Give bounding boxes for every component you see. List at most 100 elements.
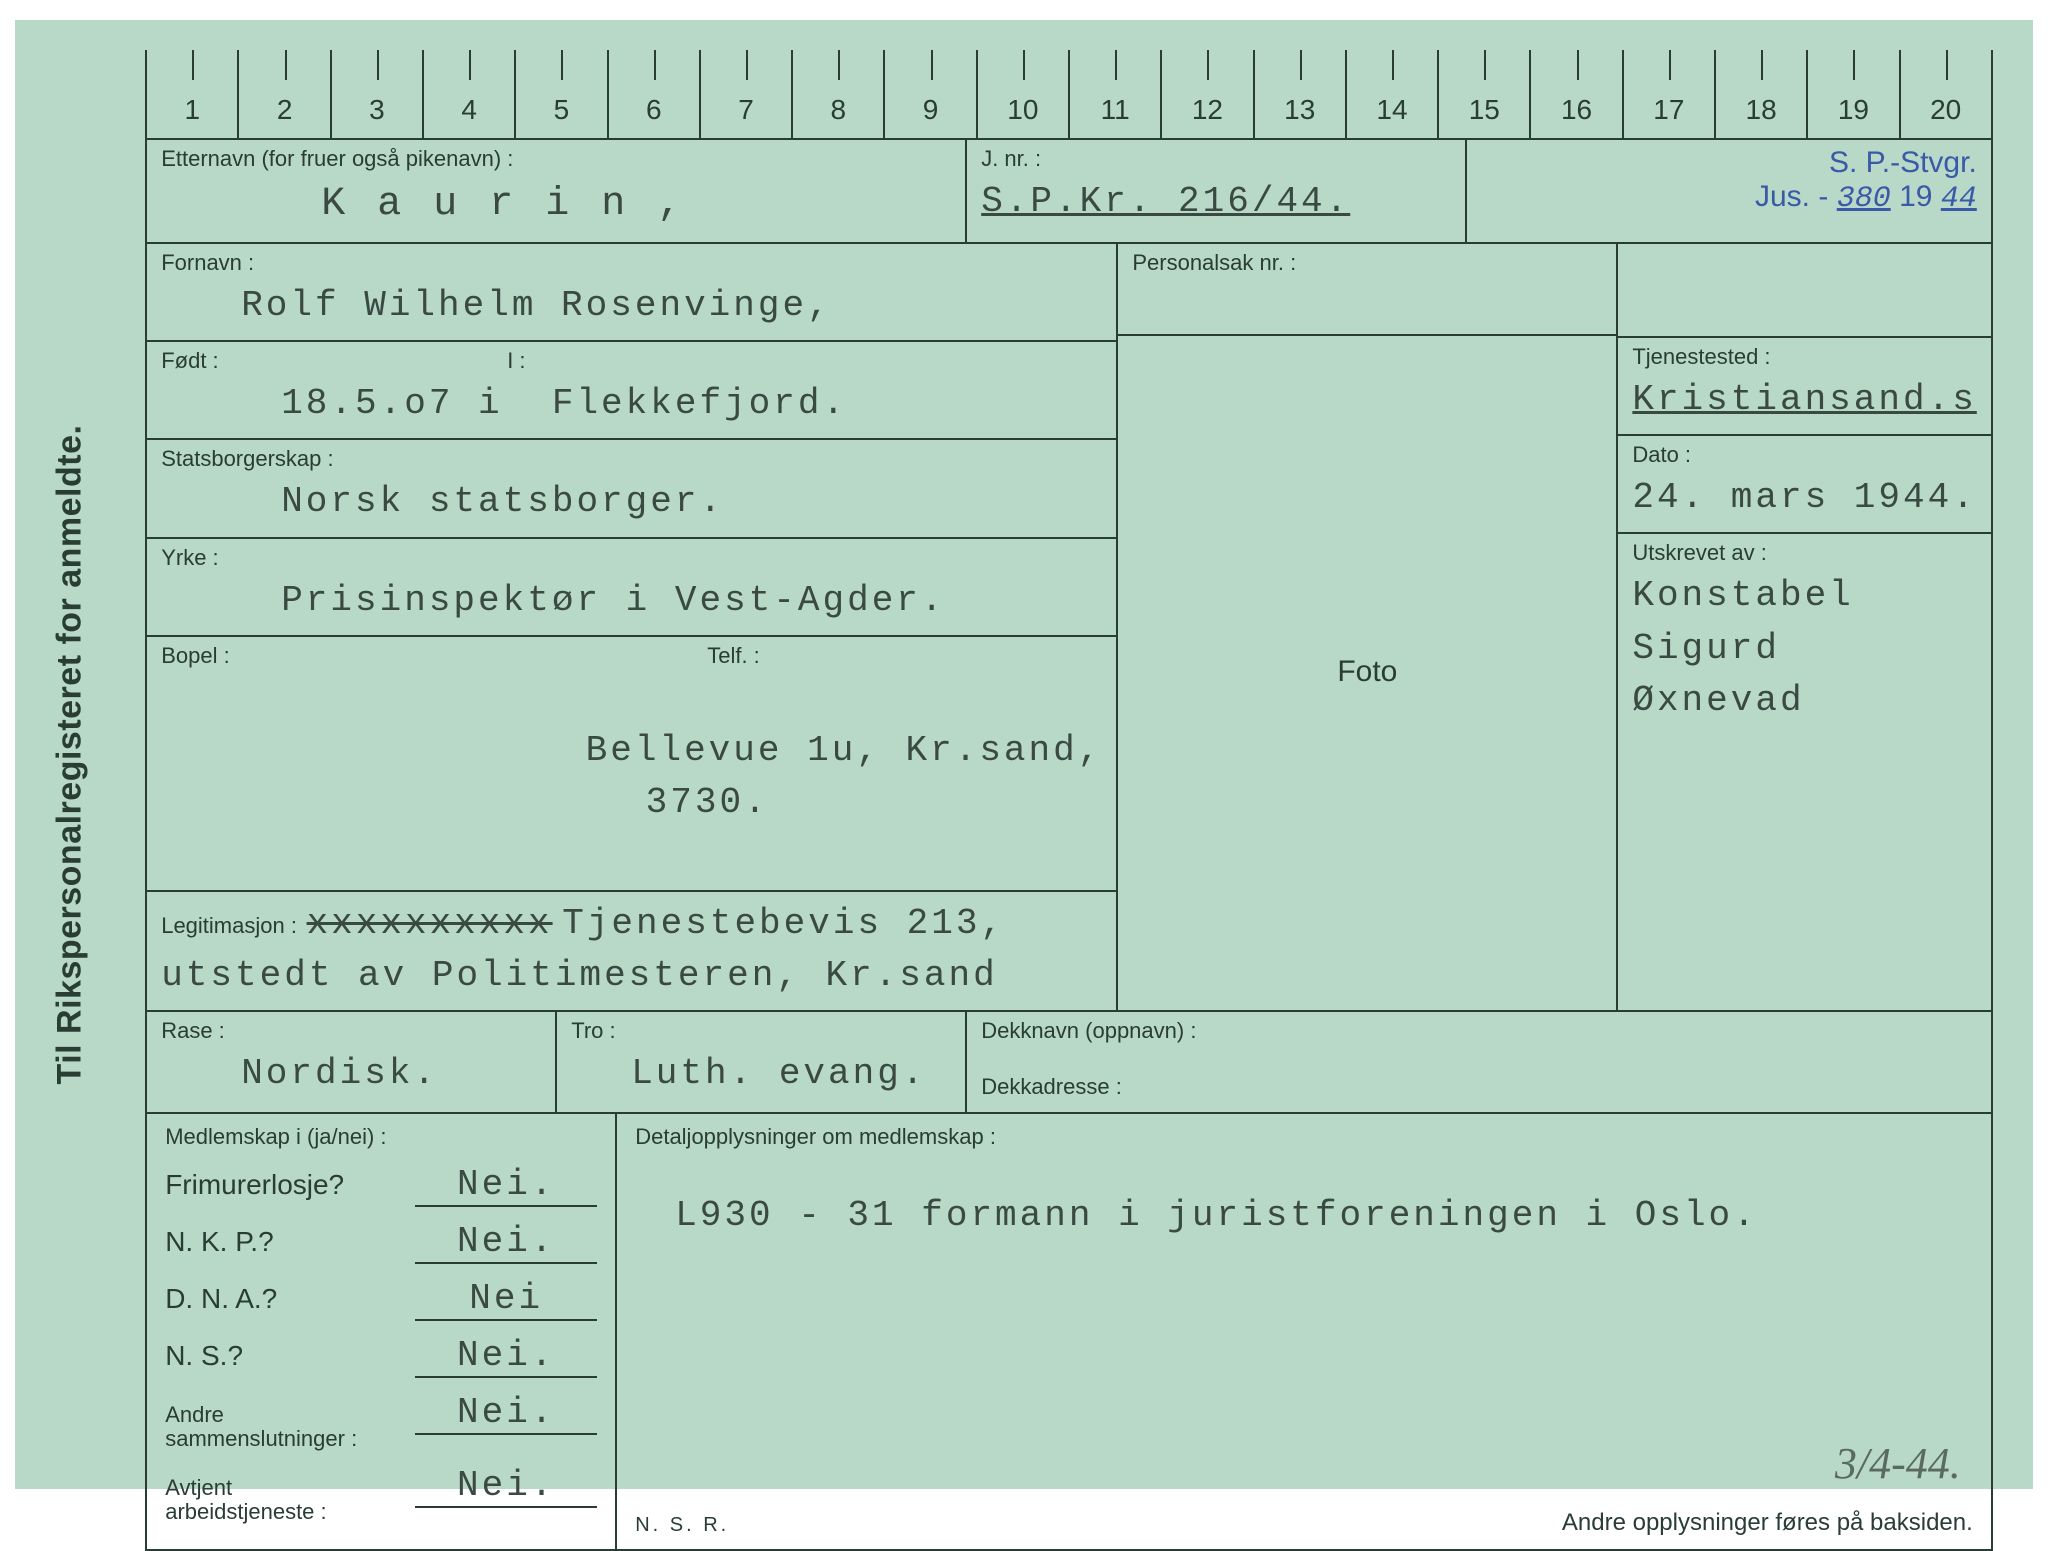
ruler-cell: 17 [1624, 50, 1716, 138]
value-fornavn: Rolf Wilhelm Rosenvinge, [161, 280, 1102, 332]
sidebar: Til Rikspersonalregisteret for anmeldte. [15, 20, 125, 1489]
ruler-cell: 9 [885, 50, 977, 138]
field-tjenestested: Tjenestested : Kristiansand.s [1618, 336, 1990, 436]
value-fodt: 18.5.o7 i Flekkefjord. [161, 378, 1102, 430]
value-utskrevet: Konstabel Sigurd Øxnevad [1632, 570, 1976, 727]
left-stack: Fornavn : Rolf Wilhelm Rosenvinge, Født … [147, 244, 1118, 1010]
stamp-prefix: Jus. - [1755, 180, 1828, 213]
sidebar-title: Til Rikspersonalregisteret for anmeldte. [51, 425, 90, 1085]
value-yrke: Prisinspektør i Vest-Agder. [161, 575, 1102, 627]
value-etternavn: K a u r i n , [161, 176, 951, 234]
stamp-line2: Jus. - 380 19 44 [1481, 180, 1977, 216]
mid-stack: Personalsak nr. : Foto [1118, 244, 1618, 1010]
label-avtjent: Avtjent arbeidstjeneste : [165, 1476, 415, 1524]
ruler-cell: 7 [701, 50, 793, 138]
value-dna: Nei [415, 1278, 597, 1321]
ruler-cell: 15 [1439, 50, 1531, 138]
ruler-cell: 13 [1255, 50, 1347, 138]
ruler-cell: 18 [1716, 50, 1808, 138]
ruler-cell: 5 [516, 50, 608, 138]
label-foto: Foto [1337, 655, 1397, 689]
label-legitimasjon: Legitimasjon : [161, 913, 297, 938]
mem-row-ns: N. S.? Nei. [165, 1335, 597, 1378]
ruler-cell: 14 [1347, 50, 1439, 138]
membership-left: Medlemskap i (ja/nei) : Frimurerlosje? N… [147, 1114, 617, 1549]
stamp-year-prefix: 19 [1899, 180, 1932, 213]
label-fornavn: Fornavn : [161, 250, 1102, 276]
label-jnr: J. nr. : [981, 146, 1451, 172]
value-avtjent: Nei. [415, 1465, 597, 1508]
field-yrke: Yrke : Prisinspektør i Vest-Agder. [147, 539, 1116, 637]
mem-row-frimurer: Frimurerlosje? Nei. [165, 1164, 597, 1207]
field-dekk: Dekknavn (oppnavn) : Dekkadresse : [967, 1012, 1991, 1112]
label-frimurer: Frimurerlosje? [165, 1169, 415, 1201]
ruler: 1 2 3 4 5 6 7 8 9 10 11 12 13 14 15 16 1… [145, 50, 1993, 140]
value-tro: Luth. evang. [571, 1048, 951, 1100]
field-stamp: S. P.-Stvgr. Jus. - 380 19 44 [1467, 140, 1991, 242]
label-personalsak: Personalsak nr. : [1132, 250, 1602, 276]
label-utskrevet: Utskrevet av : [1632, 540, 1976, 566]
ruler-cell: 8 [793, 50, 885, 138]
label-andre: Andre sammenslutninger : [165, 1403, 415, 1451]
label-etternavn: Etternavn (for fruer også pikenavn) : [161, 146, 951, 172]
membership-block: Medlemskap i (ja/nei) : Frimurerlosje? N… [147, 1114, 1991, 1549]
value-telf: 3730. [586, 782, 769, 823]
field-foto: Foto [1118, 336, 1616, 1010]
label-telf: Telf. : [707, 643, 760, 669]
label-bopel: Bopel : [161, 643, 1102, 669]
label-rase: Rase : [161, 1018, 541, 1044]
field-legitimasjon: Legitimasjon : xxxxxxxxxx Tjenestebevis … [147, 892, 1116, 1010]
stamp-year-hand: 44 [1941, 182, 1977, 216]
label-fodt: Født : [161, 348, 1102, 374]
ruler-cell: 2 [239, 50, 331, 138]
value-jnr: S.P.Kr. 216/44. [981, 176, 1451, 228]
label-fodt-i: I : [507, 348, 525, 374]
main-block: Fornavn : Rolf Wilhelm Rosenvinge, Født … [147, 244, 1991, 1012]
card-body: 1 2 3 4 5 6 7 8 9 10 11 12 13 14 15 16 1… [125, 20, 2033, 1489]
label-tro: Tro : [571, 1018, 951, 1044]
field-jnr: J. nr. : S.P.Kr. 216/44. [967, 140, 1467, 242]
value-statsborgerskap: Norsk statsborger. [161, 476, 1102, 528]
field-fornavn: Fornavn : Rolf Wilhelm Rosenvinge, [147, 244, 1116, 342]
footer-note: Andre opplysninger føres på baksiden. [1562, 1509, 1973, 1537]
ruler-cell: 16 [1531, 50, 1623, 138]
right-stack: Tjenestested : Kristiansand.s Dato : 24.… [1618, 244, 1990, 1010]
label-nsr: N. S. R. [635, 1514, 729, 1537]
mem-row-andre: Andre sammenslutninger : Nei. [165, 1392, 597, 1451]
label-ns: N. S.? [165, 1340, 415, 1372]
value-tjenestested: Kristiansand.s [1632, 374, 1976, 426]
value-nkp: Nei. [415, 1221, 597, 1264]
ruler-cell: 20 [1901, 50, 1991, 138]
field-utskrevet: Utskrevet av : Konstabel Sigurd Øxnevad [1618, 534, 1990, 1010]
label-dekknavn: Dekknavn (oppnavn) : [981, 1018, 1977, 1044]
ruler-cell: 3 [332, 50, 424, 138]
value-bopel-text: Bellevue 1u, Kr.sand, [586, 730, 1103, 771]
label-medlemskap: Medlemskap i (ja/nei) : [165, 1124, 597, 1150]
value-andre: Nei. [415, 1392, 597, 1435]
field-bopel: Bopel : Telf. : Bellevue 1u, Kr.sand, 37… [147, 637, 1116, 892]
label-dekkadresse: Dekkadresse : [981, 1074, 1977, 1100]
label-dato: Dato : [1632, 442, 1976, 468]
hand-note-date: 3/4-44. [1835, 1438, 1961, 1489]
label-yrke: Yrke : [161, 545, 1102, 571]
ruler-cell: 4 [424, 50, 516, 138]
field-statsborgerskap: Statsborgerskap : Norsk statsborger. [147, 440, 1116, 538]
form-grid: Etternavn (for fruer også pikenavn) : K … [145, 140, 1993, 1551]
membership-right: Detaljopplysninger om medlemskap : L930 … [617, 1114, 1991, 1549]
row-rase: Rase : Nordisk. Tro : Luth. evang. Dekkn… [147, 1012, 1991, 1114]
field-tro: Tro : Luth. evang. [557, 1012, 967, 1112]
field-etternavn: Etternavn (for fruer også pikenavn) : K … [147, 140, 967, 242]
ruler-cell: 6 [609, 50, 701, 138]
value-legit-struck: xxxxxxxxxx [307, 903, 553, 944]
mem-row-nkp: N. K. P.? Nei. [165, 1221, 597, 1264]
value-ns: Nei. [415, 1335, 597, 1378]
mem-row-avtjent: Avtjent arbeidstjeneste : Nei. [165, 1465, 597, 1524]
label-nkp: N. K. P.? [165, 1226, 415, 1258]
ruler-cell: 19 [1808, 50, 1900, 138]
label-statsborgerskap: Statsborgerskap : [161, 446, 1102, 472]
registration-card: Til Rikspersonalregisteret for anmeldte.… [15, 20, 2033, 1489]
row-top: Etternavn (for fruer også pikenavn) : K … [147, 140, 1991, 244]
label-tjenestested: Tjenestested : [1632, 344, 1976, 370]
ruler-cell: 11 [1070, 50, 1162, 138]
value-bopel: Bellevue 1u, Kr.sand, 3730. [161, 673, 1102, 882]
